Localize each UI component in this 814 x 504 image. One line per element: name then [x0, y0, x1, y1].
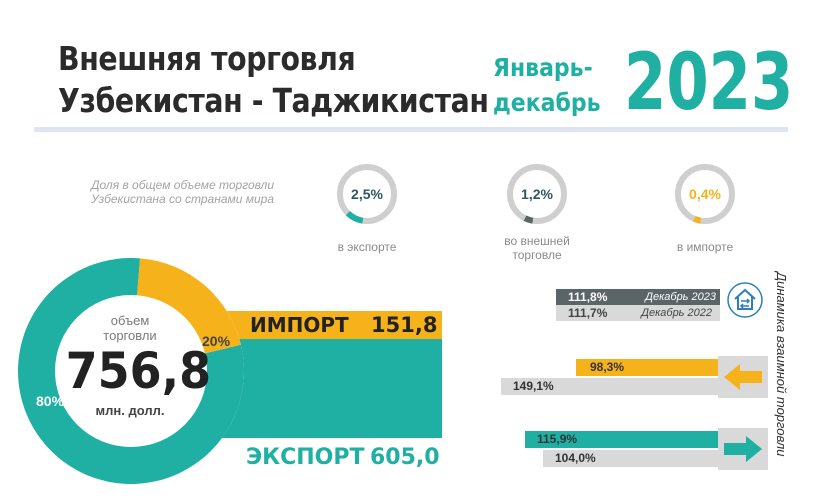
- export-percent: 80%: [36, 393, 65, 409]
- trade-share-value: 1,2%: [521, 186, 553, 202]
- export-segment: [18, 258, 244, 484]
- header-divider: [34, 127, 788, 132]
- trade-share-label-line-2: торговле: [512, 248, 562, 262]
- export-arrow-icon: [718, 428, 768, 470]
- import-prev-value: 149,1%: [513, 379, 554, 393]
- export-share-gauge: [337, 164, 397, 224]
- period-line-2: декабрь: [493, 88, 601, 117]
- title-line-2: Узбекистан - Таджикистан: [58, 81, 489, 120]
- import-label: ИМПОРТ: [250, 313, 349, 337]
- volume-total: 756,8: [65, 342, 212, 400]
- import-percent: 20%: [202, 333, 231, 349]
- export-prev-value: 104,0%: [555, 451, 596, 465]
- trade-house-icon: [727, 282, 763, 318]
- volume-caption-line-1: объем: [110, 313, 150, 328]
- share-caption-line-2: Узбекистана со странами мира: [91, 192, 274, 206]
- volume-unit: млн. долл.: [95, 403, 165, 418]
- export-label: ЭКСПОРТ: [246, 445, 365, 470]
- import-prev-bar: 149,1%: [501, 378, 724, 395]
- import-share-gauge: [675, 164, 735, 224]
- export-share-value: 2,5%: [351, 186, 383, 202]
- dynamics-title-text: Динамика взаимной торговли: [774, 270, 789, 456]
- import-current-bar: 98,3%: [576, 359, 724, 376]
- volume-caption-line-2: торговли: [103, 328, 157, 343]
- trade-share-gauge: [507, 164, 567, 224]
- trade-share-label: во внешней торговле: [482, 234, 592, 262]
- share-caption: Доля в общем объеме торговли Узбекистана…: [64, 178, 274, 206]
- import-current-value: 98,3%: [590, 360, 625, 374]
- total-prev-bar: 111,7% Декабрь 2022: [556, 305, 720, 321]
- trade-volume-donut: [18, 258, 244, 484]
- import-share-label-text: в импорте: [676, 240, 734, 254]
- export-bar: [220, 339, 442, 438]
- dynamics-title: Динамика взаимной торговли: [774, 270, 789, 456]
- total-current-value: 111,8%: [568, 290, 608, 304]
- export-share-label-text: в экспорте: [337, 240, 397, 254]
- trade-share-label-line-1: во внешней: [504, 234, 570, 248]
- import-share-label: в импорте: [650, 240, 760, 254]
- export-value: 605,0: [370, 445, 440, 470]
- total-current-bar: 111,8% Декабрь 2023: [556, 289, 720, 305]
- export-current-bar: 115,9%: [525, 431, 724, 448]
- export-share-label: в экспорте: [312, 240, 422, 254]
- total-current-label: Декабрь 2023: [645, 291, 716, 303]
- import-value: 151,8: [371, 313, 438, 337]
- total-prev-value: 111,7%: [568, 306, 608, 320]
- import-bar: [220, 311, 442, 339]
- year: 2023: [624, 38, 794, 128]
- title-line-1: Внешняя торговля: [58, 39, 356, 78]
- export-current-value: 115,9%: [537, 432, 578, 446]
- volume-caption: объем торговли: [84, 313, 176, 343]
- period-line-1: Январь-: [493, 53, 593, 82]
- share-caption-line-1: Доля в общем объеме торговли: [91, 178, 274, 192]
- import-share-value: 0,4%: [689, 186, 721, 202]
- import-arrow-icon: [718, 356, 768, 398]
- total-prev-label: Декабрь 2022: [641, 307, 712, 319]
- export-prev-bar: 104,0%: [543, 450, 724, 467]
